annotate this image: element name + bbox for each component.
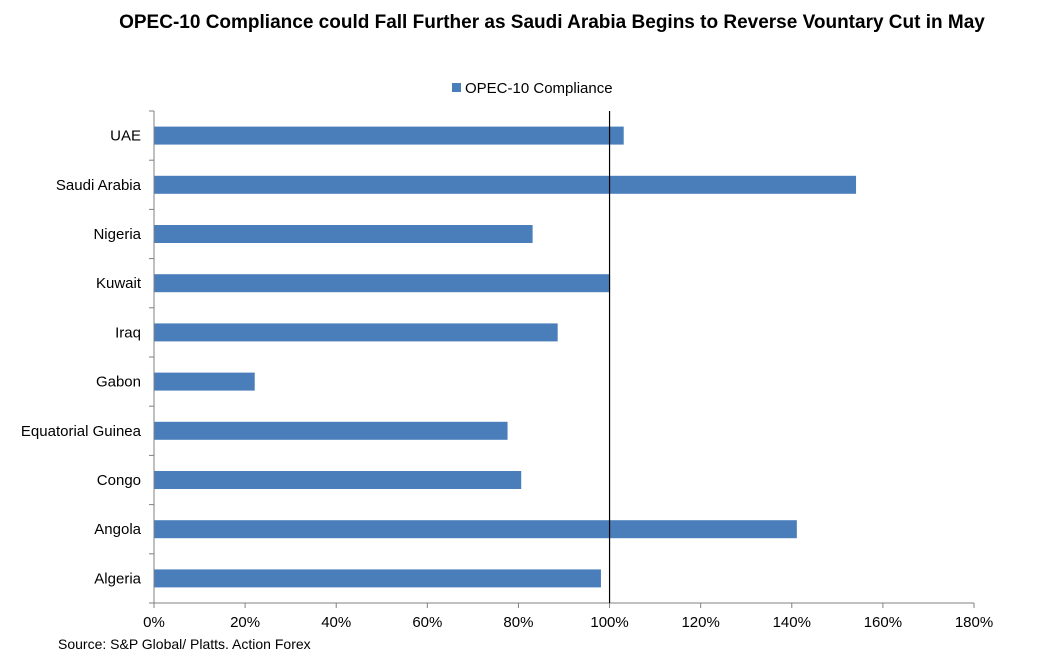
x-tick-label: 120% — [681, 614, 719, 631]
legend-label: OPEC-10 Compliance — [465, 80, 613, 97]
bar — [154, 274, 611, 293]
bars-group — [154, 126, 857, 588]
y-category-label: Angola — [94, 521, 141, 538]
bar — [154, 520, 797, 539]
legend: OPEC-10 Compliance — [452, 80, 613, 97]
x-tick-label: 0% — [143, 614, 165, 631]
bar — [154, 323, 558, 342]
y-category-label: Equatorial Guinea — [21, 423, 142, 440]
y-category-label: Kuwait — [96, 275, 142, 292]
y-category-label: Iraq — [115, 324, 141, 341]
y-category-label: Nigeria — [93, 226, 141, 243]
y-category-label: Algeria — [94, 570, 141, 587]
x-tick-label: 80% — [503, 614, 533, 631]
bar — [154, 225, 533, 243]
y-category-label: Gabon — [96, 374, 141, 391]
bar — [154, 175, 857, 194]
chart-title: OPEC-10 Compliance could Fall Further as… — [119, 12, 985, 33]
bar — [154, 471, 522, 489]
bar — [154, 421, 508, 440]
y-category-label: Congo — [97, 472, 141, 489]
x-tick-label: 180% — [955, 614, 993, 631]
x-tick-label: 20% — [230, 614, 260, 631]
bar — [154, 569, 601, 588]
bar — [154, 126, 624, 145]
legend-swatch — [452, 83, 461, 92]
x-tick-label: 100% — [590, 614, 628, 631]
y-category-label: Saudi Arabia — [56, 177, 142, 194]
x-tick-label: 40% — [321, 614, 351, 631]
y-category-label: UAE — [110, 128, 141, 145]
x-tick-label: 140% — [773, 614, 811, 631]
labels-group: 0% 20% 40% 60% 80% 100% 120% 140% 160% 180% UAE Sau… — [21, 128, 993, 631]
axes-group — [149, 110, 975, 608]
bar — [154, 372, 255, 391]
source-note: Source: S&P Global/ Platts. Action Forex — [58, 636, 311, 652]
x-tick-label: 160% — [864, 614, 902, 631]
x-tick-label: 60% — [412, 614, 442, 631]
